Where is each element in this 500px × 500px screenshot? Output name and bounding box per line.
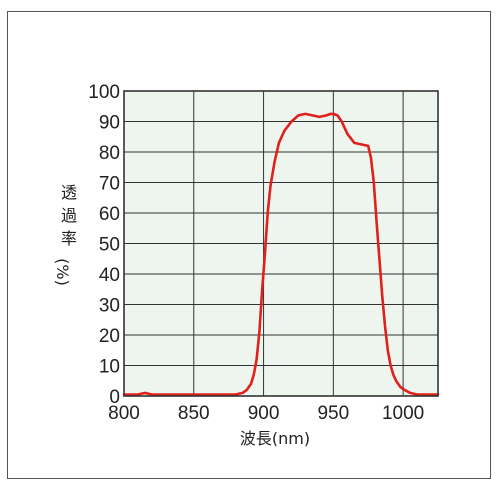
series-layer: [122, 112, 440, 396]
y-label-char: 過: [61, 206, 77, 225]
y-tick-label: 0: [109, 387, 120, 408]
y-tick-label: 90: [99, 113, 120, 134]
y-tick-label: 40: [99, 265, 120, 286]
x-tick-label: 1000: [382, 403, 424, 424]
y-tick-label: 60: [99, 204, 120, 225]
y-tick-label: 70: [99, 174, 120, 195]
plot-border: [123, 90, 439, 397]
y-label-unit: (%): [53, 258, 72, 286]
y-tick-labels: 0 10 20 30 40 50 60 70 80 90 100: [88, 82, 120, 408]
x-tick-label: 800: [108, 403, 140, 424]
series-line: [122, 112, 440, 396]
x-tick-labels: 800 850 900 950 1000: [108, 403, 424, 424]
x-tick-label: 950: [317, 403, 349, 424]
y-tick-label: 10: [99, 357, 120, 378]
y-tick-label: 50: [99, 235, 120, 256]
y-tick-label: 80: [99, 143, 120, 164]
x-tick-label: 850: [178, 403, 210, 424]
y-tick-label: 100: [88, 82, 120, 103]
y-axis-label: 透過率 (%): [53, 183, 77, 286]
y-label-char: 透: [61, 183, 77, 202]
x-axis-label: 波長(nm): [240, 429, 310, 448]
y-tick-label: 30: [99, 296, 120, 317]
y-tick-label: 20: [99, 326, 120, 347]
x-tick-label: 900: [248, 403, 280, 424]
y-label-char: 率: [61, 229, 77, 248]
